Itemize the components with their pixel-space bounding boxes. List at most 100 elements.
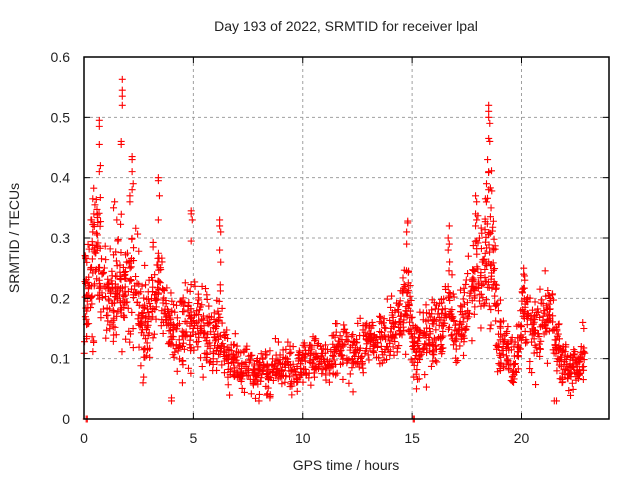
data-point xyxy=(234,359,242,367)
data-point xyxy=(238,375,246,383)
data-point xyxy=(187,237,195,245)
data-point xyxy=(332,371,340,379)
data-point xyxy=(406,292,414,300)
data-point xyxy=(479,294,487,302)
data-point xyxy=(187,210,195,218)
data-point xyxy=(580,325,588,332)
data-point xyxy=(198,362,206,370)
data-point xyxy=(244,365,252,373)
data-point xyxy=(247,390,255,398)
data-point xyxy=(281,378,289,386)
data-point xyxy=(456,308,464,316)
data-point xyxy=(573,359,581,367)
data-point xyxy=(447,313,455,321)
data-point xyxy=(534,305,542,313)
data-point xyxy=(305,374,313,382)
data-point xyxy=(187,281,195,289)
data-point xyxy=(129,294,137,302)
data-point xyxy=(251,369,259,377)
data-point xyxy=(106,245,114,253)
data-point xyxy=(463,315,471,323)
data-point xyxy=(205,302,213,310)
data-point xyxy=(144,295,152,303)
data-point xyxy=(301,346,309,354)
data-point xyxy=(428,296,436,304)
data-point xyxy=(473,250,481,258)
data-point xyxy=(412,370,420,378)
data-point xyxy=(128,235,136,243)
data-point xyxy=(154,177,162,185)
data-point xyxy=(342,329,350,337)
data-point xyxy=(558,379,566,387)
data-point xyxy=(126,192,134,200)
data-point xyxy=(394,308,402,316)
data-point xyxy=(329,353,337,361)
data-point xyxy=(546,305,554,313)
data-point xyxy=(473,216,481,224)
data-point xyxy=(129,180,137,188)
data-point xyxy=(403,240,411,248)
data-point xyxy=(577,349,585,357)
data-point xyxy=(571,350,579,358)
data-point xyxy=(171,348,179,356)
data-point xyxy=(554,330,562,338)
data-point xyxy=(448,331,456,339)
data-point xyxy=(401,282,409,290)
data-point xyxy=(513,322,521,330)
data-point xyxy=(386,347,394,355)
data-point xyxy=(469,266,477,274)
data-point xyxy=(415,353,423,361)
data-point xyxy=(99,305,107,313)
data-point xyxy=(537,296,545,304)
data-point xyxy=(154,216,162,224)
data-point xyxy=(580,356,588,364)
data-point xyxy=(550,349,558,357)
data-point xyxy=(104,295,112,303)
data-point xyxy=(411,355,419,363)
data-point xyxy=(146,353,154,361)
data-point xyxy=(83,320,91,328)
data-point xyxy=(489,259,497,267)
data-point xyxy=(257,374,265,382)
data-point xyxy=(487,321,495,329)
data-point xyxy=(433,345,441,353)
data-point xyxy=(255,397,263,405)
data-point xyxy=(470,310,478,318)
data-point xyxy=(460,338,468,346)
data-point xyxy=(439,344,447,352)
data-point xyxy=(225,346,233,354)
data-point xyxy=(212,335,220,343)
data-point xyxy=(472,210,480,218)
data-point xyxy=(259,354,267,362)
data-point xyxy=(498,346,506,354)
data-point xyxy=(89,195,97,203)
data-point xyxy=(114,237,122,245)
data-point xyxy=(393,348,401,356)
data-point xyxy=(324,361,332,369)
data-point xyxy=(144,309,152,317)
data-point xyxy=(216,332,224,340)
data-point xyxy=(395,342,403,350)
data-point xyxy=(446,296,454,304)
data-point xyxy=(314,355,322,363)
data-point xyxy=(84,278,92,286)
data-point xyxy=(472,192,480,200)
data-point xyxy=(375,354,383,362)
data-point xyxy=(355,363,363,371)
data-point xyxy=(183,319,191,327)
data-point xyxy=(256,362,264,370)
data-point xyxy=(367,338,375,346)
data-point xyxy=(127,257,135,265)
data-point xyxy=(96,162,104,170)
data-point xyxy=(306,357,314,365)
data-point xyxy=(264,384,272,392)
data-point xyxy=(323,364,331,372)
data-point xyxy=(293,387,301,395)
data-point xyxy=(521,300,529,308)
y-tick-label: 0.1 xyxy=(51,351,71,367)
data-point xyxy=(96,263,104,271)
y-tick-label: 0.3 xyxy=(51,230,71,246)
data-point xyxy=(266,394,274,402)
data-point xyxy=(332,328,340,336)
data-point xyxy=(421,371,429,379)
